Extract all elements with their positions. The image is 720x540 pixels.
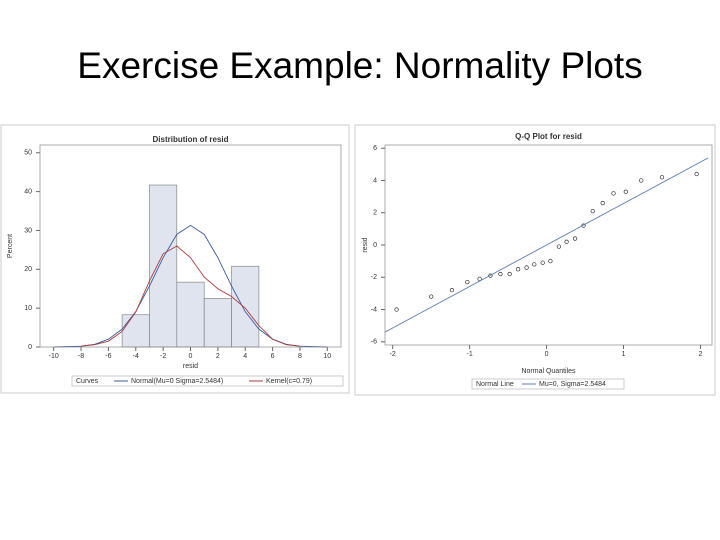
x-tick-label: 1 bbox=[622, 351, 626, 358]
x-tick-label: 6 bbox=[271, 353, 275, 360]
y-tick-label: 0 bbox=[373, 242, 377, 249]
bar bbox=[121, 314, 150, 348]
x-tick-label: -2 bbox=[390, 351, 396, 358]
curve bbox=[384, 157, 709, 333]
point bbox=[590, 208, 595, 214]
y-tick-label: 0 bbox=[28, 344, 32, 351]
point bbox=[611, 191, 616, 196]
point bbox=[394, 307, 399, 312]
chart-title: Q-Q Plot for resid bbox=[515, 132, 582, 141]
point bbox=[507, 271, 512, 277]
x-tick-label: -8 bbox=[78, 353, 84, 360]
plot-frame bbox=[39, 144, 342, 348]
y-tick-label: -6 bbox=[371, 339, 377, 346]
x-axis-label: Normal Quantiles bbox=[521, 368, 576, 375]
y-tick-label: 6 bbox=[373, 145, 377, 152]
x-axis-label: resid bbox=[183, 363, 198, 370]
x-tick-label: 8 bbox=[298, 353, 302, 360]
x-tick-label: 0 bbox=[545, 351, 549, 358]
point bbox=[659, 175, 665, 180]
slide-title: Exercise Example: Normality Plots bbox=[77, 45, 642, 86]
plot-frame bbox=[384, 144, 713, 346]
legend-box bbox=[71, 375, 344, 387]
x-tick-label: -10 bbox=[49, 353, 59, 360]
legend-label: Kernel(c=0.79) bbox=[266, 378, 312, 385]
point bbox=[488, 273, 493, 278]
point bbox=[623, 189, 628, 194]
chart-frame bbox=[354, 124, 716, 396]
x-tick-label: 2 bbox=[699, 351, 703, 358]
y-tick-label: 4 bbox=[373, 177, 377, 184]
x-tick-label: -2 bbox=[160, 353, 166, 360]
y-tick-label: 20 bbox=[24, 266, 32, 273]
bar bbox=[203, 298, 232, 348]
x-tick-label: 0 bbox=[189, 353, 193, 360]
x-tick-label: -4 bbox=[133, 353, 139, 360]
point bbox=[515, 267, 521, 272]
curve bbox=[80, 245, 301, 347]
y-tick-label: 40 bbox=[24, 188, 32, 195]
y-tick-label: -4 bbox=[371, 306, 377, 313]
y-tick-label: 50 bbox=[24, 150, 32, 157]
point bbox=[498, 271, 503, 277]
point bbox=[556, 244, 562, 249]
x-tick-label: -1 bbox=[467, 351, 473, 358]
bar bbox=[176, 281, 205, 348]
x-tick-label: 2 bbox=[216, 353, 220, 360]
point bbox=[429, 294, 434, 299]
legend-box bbox=[471, 378, 625, 390]
point bbox=[465, 279, 470, 285]
point bbox=[548, 258, 553, 264]
point bbox=[532, 262, 537, 267]
bar bbox=[231, 265, 260, 348]
x-tick-label: 4 bbox=[243, 353, 247, 360]
point bbox=[600, 200, 605, 206]
legend-label: Mu=0, Sigma=2.5484 bbox=[539, 381, 606, 388]
point bbox=[639, 178, 644, 183]
point bbox=[540, 260, 545, 265]
legend-label: Normal(Mu=0 Sigma=2.5484) bbox=[131, 378, 223, 385]
y-axis-label: resid bbox=[362, 237, 369, 252]
chart-title: Distribution of resid bbox=[153, 135, 229, 144]
point bbox=[572, 236, 578, 241]
point bbox=[694, 171, 699, 177]
point bbox=[524, 265, 529, 270]
point bbox=[449, 288, 455, 293]
x-tick-label: 10 bbox=[323, 353, 331, 360]
x-tick-label: -6 bbox=[105, 353, 111, 360]
legend-title: Normal Line bbox=[476, 381, 514, 388]
y-tick-label: 2 bbox=[373, 210, 377, 217]
y-tick-label: 30 bbox=[24, 227, 32, 234]
y-axis-label: Percent bbox=[7, 234, 14, 258]
legend-title: Curves bbox=[76, 378, 99, 385]
y-tick-label: 10 bbox=[24, 305, 32, 312]
y-tick-label: -2 bbox=[371, 274, 377, 281]
bar bbox=[149, 184, 178, 348]
point bbox=[564, 239, 569, 244]
